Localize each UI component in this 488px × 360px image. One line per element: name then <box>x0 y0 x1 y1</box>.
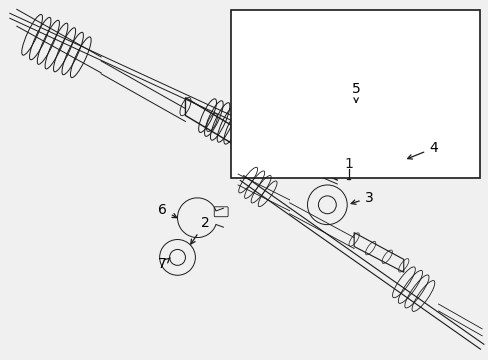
Text: 4: 4 <box>407 141 437 159</box>
Text: 7: 7 <box>158 257 170 271</box>
Text: 6: 6 <box>158 203 177 218</box>
Bar <box>230 10 479 178</box>
Text: 5: 5 <box>351 82 360 102</box>
Text: 3: 3 <box>350 191 373 205</box>
Text: 2: 2 <box>190 216 209 244</box>
Text: 1: 1 <box>344 157 352 171</box>
